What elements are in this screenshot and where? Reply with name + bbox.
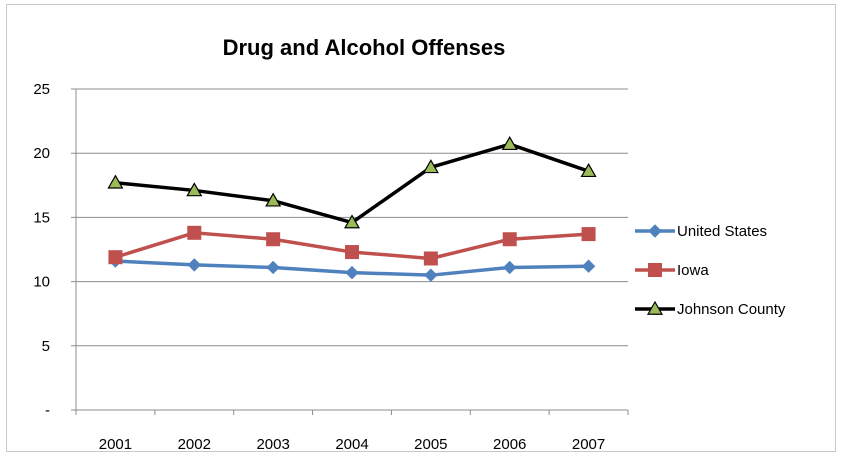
y-tick-label: 15 <box>33 209 50 226</box>
data-point-iowa-2007 <box>581 227 596 242</box>
legend-label-johnson-county: Johnson County <box>677 301 786 318</box>
x-tick-label-2005: 2005 <box>414 436 447 453</box>
data-point-johnson-county-2005 <box>422 159 439 174</box>
data-point-united-states-2007 <box>581 259 596 273</box>
data-point-iowa-2004 <box>345 245 359 260</box>
data-point-johnson-county-2001 <box>107 174 124 189</box>
line-chart: Drug and Alcohol Offenses - 5 10 15 20 25 200… <box>33 35 786 453</box>
x-tick-label-2003: 2003 <box>256 436 289 453</box>
chart-area: Drug and Alcohol Offenses - 5 10 15 20 25 200… <box>6 4 836 453</box>
legend-marker-johnson-county <box>646 300 664 315</box>
data-point-iowa-2005 <box>423 251 438 266</box>
legend-marker-united-states <box>648 224 662 238</box>
data-point-united-states-2002 <box>187 258 201 272</box>
data-point-johnson-county-2002 <box>186 182 203 197</box>
series-iowa <box>108 225 596 266</box>
data-point-johnson-county-2007 <box>580 162 597 178</box>
x-tick-label-2004: 2004 <box>335 436 368 453</box>
data-point-johnson-county-2006 <box>501 136 518 151</box>
data-point-united-states-2003 <box>266 260 280 275</box>
y-tick-label: 20 <box>33 145 50 162</box>
data-point-johnson-county-2003 <box>265 192 282 207</box>
data-point-iowa-2002 <box>187 225 202 240</box>
data-point-united-states-2006 <box>503 260 517 275</box>
data-point-iowa-2003 <box>266 232 281 247</box>
y-tick-label: 5 <box>42 338 50 355</box>
data-point-iowa-2001 <box>108 250 123 265</box>
y-tick-labels: - 5 10 15 20 25 <box>33 81 50 419</box>
x-tick-label-2007: 2007 <box>572 436 605 453</box>
data-point-iowa-2006 <box>502 232 517 247</box>
legend: United States Iowa Johnson County <box>635 223 786 318</box>
x-tick-labels: 2001 2002 2003 2004 2005 2006 2007 <box>99 436 606 453</box>
legend-entry-iowa: Iowa <box>635 262 709 279</box>
legend-label-united-states: United States <box>677 223 767 240</box>
x-tick-label-2006: 2006 <box>493 436 526 453</box>
series-line-johnson-county <box>115 142 590 225</box>
chart-title: Drug and Alcohol Offenses <box>223 35 506 60</box>
x-tick-label-2002: 2002 <box>178 436 211 453</box>
data-point-united-states-2005 <box>424 268 438 282</box>
y-tick-label: 10 <box>33 274 50 291</box>
y-tick-label: - <box>45 402 50 419</box>
x-tick-label-2001: 2001 <box>99 436 132 453</box>
series-lines <box>107 136 597 282</box>
legend-marker-iowa <box>648 263 662 277</box>
y-tick-label: 25 <box>33 81 50 98</box>
legend-entry-johnson-county: Johnson County <box>635 300 786 318</box>
data-point-united-states-2004 <box>345 265 359 280</box>
legend-entry-united-states: United States <box>635 223 767 240</box>
data-point-johnson-county-2004 <box>343 214 361 229</box>
gridlines <box>71 88 629 415</box>
series-johnson-county <box>107 136 597 229</box>
legend-label-iowa: Iowa <box>677 262 709 279</box>
